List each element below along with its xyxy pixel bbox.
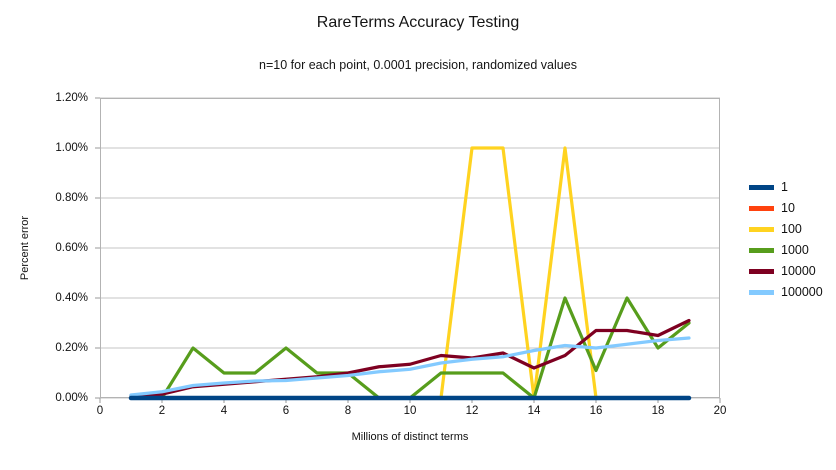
y-tick-label: 1.00% bbox=[55, 142, 88, 154]
legend-label: 10 bbox=[781, 201, 795, 215]
x-tick-label: 16 bbox=[589, 405, 603, 417]
series-line-100000 bbox=[129, 336, 691, 397]
x-tick-label: 18 bbox=[651, 405, 665, 417]
y-tick-label: 0.60% bbox=[55, 242, 88, 254]
legend-item-10000: 10000 bbox=[749, 265, 823, 278]
x-tick-label: 0 bbox=[96, 405, 104, 417]
y-tick-label: 1.20% bbox=[55, 92, 88, 104]
x-axis-title: Millions of distinct terms bbox=[351, 431, 469, 443]
legend-swatch bbox=[749, 269, 774, 274]
legend-label: 1000 bbox=[781, 243, 809, 257]
plot-wrap bbox=[95, 97, 721, 403]
plot-area bbox=[95, 97, 721, 403]
y-tick-label: 0.80% bbox=[55, 192, 88, 204]
legend-swatch bbox=[749, 227, 774, 232]
series-line-100 bbox=[129, 146, 691, 400]
legend-label: 100 bbox=[781, 222, 802, 236]
y-axis-title: Percent error bbox=[19, 215, 31, 281]
y-tick-label: 0.00% bbox=[55, 392, 88, 404]
legend-label: 1 bbox=[781, 180, 788, 194]
x-tick-label: 14 bbox=[527, 405, 541, 417]
legend-swatch bbox=[749, 185, 774, 190]
legend-item-1000: 1000 bbox=[749, 244, 823, 257]
legend: 1 10 100 1000 10000 100000 bbox=[749, 181, 823, 299]
x-tick-label: 12 bbox=[465, 405, 479, 417]
legend-item-100: 100 bbox=[749, 223, 823, 236]
y-tick-label: 0.40% bbox=[55, 292, 88, 304]
legend-item-10: 10 bbox=[749, 202, 823, 215]
legend-swatch bbox=[749, 248, 774, 253]
x-tick-label: 4 bbox=[220, 405, 228, 417]
x-tick-label: 8 bbox=[344, 405, 352, 417]
chart-title: RareTerms Accuracy Testing bbox=[316, 14, 520, 31]
x-tick-label: 20 bbox=[713, 405, 727, 417]
legend-swatch bbox=[749, 290, 774, 295]
legend-swatch bbox=[749, 206, 774, 211]
chart-subtitle: n=10 for each point, 0.0001 precision, r… bbox=[259, 58, 577, 72]
legend-label: 100000 bbox=[781, 285, 823, 299]
legend-label: 10000 bbox=[781, 264, 816, 278]
legend-item-100000: 100000 bbox=[749, 286, 823, 299]
y-tick-label: 0.20% bbox=[55, 342, 88, 354]
x-tick-label: 2 bbox=[158, 405, 166, 417]
legend-item-1: 1 bbox=[749, 181, 823, 194]
x-tick-label: 10 bbox=[403, 405, 417, 417]
x-tick-label: 6 bbox=[282, 405, 290, 417]
